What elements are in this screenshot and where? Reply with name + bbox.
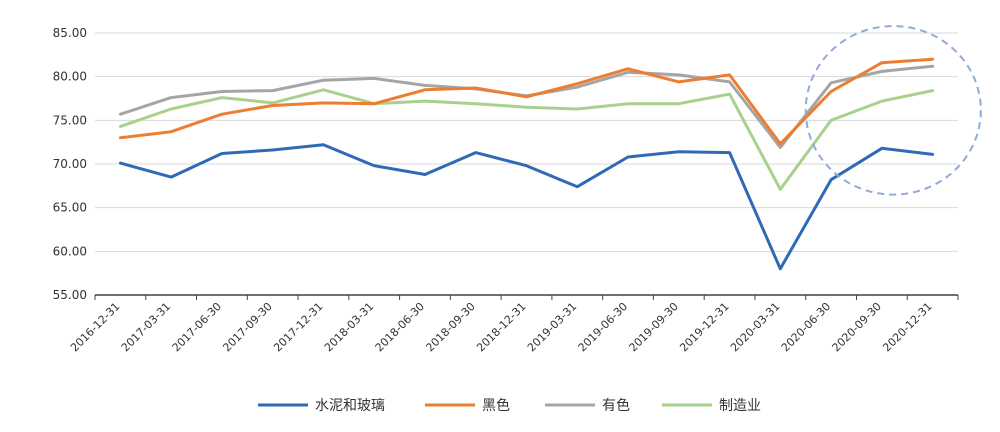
series-line <box>118 57 935 146</box>
y-axis-tick-labels: 55.00 60.00 65.00 70.00 75.00 80.00 85.00 <box>53 26 87 302</box>
legend: 水泥和玻璃 黑色 有色 制造业 <box>258 397 761 414</box>
x-tick-label: 2017-06-30 <box>170 300 224 354</box>
series-lines <box>118 57 935 271</box>
x-tick-label: 2017-03-31 <box>119 300 173 354</box>
x-tick-label: 2018-12-31 <box>474 300 528 354</box>
legend-label: 水泥和玻璃 <box>315 397 385 414</box>
y-tick-label: 75.00 <box>53 113 87 127</box>
x-tick-label: 2020-03-31 <box>728 300 782 354</box>
highlight-ellipse <box>804 25 982 196</box>
series-line <box>118 143 935 271</box>
grid-lines <box>95 32 958 252</box>
y-tick-label: 85.00 <box>53 26 87 40</box>
legend-label: 黑色 <box>482 397 510 414</box>
x-axis-tick-labels: 2016-12-312017-03-312017-06-302017-09-30… <box>68 300 935 354</box>
x-tick-label: 2019-03-31 <box>525 300 579 354</box>
y-tick-label: 70.00 <box>53 157 87 171</box>
x-tick-label: 2018-09-30 <box>423 300 477 354</box>
y-tick-label: 65.00 <box>53 201 87 215</box>
x-tick-label: 2020-06-30 <box>779 300 833 354</box>
x-tick-label: 2017-09-30 <box>220 300 274 354</box>
x-tick-label: 2020-09-30 <box>830 300 884 354</box>
series-line <box>118 88 935 191</box>
legend-label: 有色 <box>602 397 630 414</box>
y-tick-label: 55.00 <box>53 288 87 302</box>
y-tick-label: 80.00 <box>53 70 87 84</box>
x-tick-label: 2020-12-31 <box>880 300 934 354</box>
x-tick-label: 2019-12-31 <box>677 300 731 354</box>
x-tick-label: 2018-06-30 <box>373 300 427 354</box>
annotations <box>804 25 982 196</box>
y-tick-label: 60.00 <box>53 244 87 258</box>
legend-label: 制造业 <box>719 398 761 414</box>
x-tick-label: 2017-12-31 <box>271 300 325 354</box>
x-axis <box>94 294 959 300</box>
x-tick-label: 2019-09-30 <box>627 300 681 354</box>
x-tick-label: 2019-06-30 <box>576 300 630 354</box>
x-tick-label: 2016-12-31 <box>68 300 122 354</box>
x-tick-label: 2018-03-31 <box>322 300 376 354</box>
